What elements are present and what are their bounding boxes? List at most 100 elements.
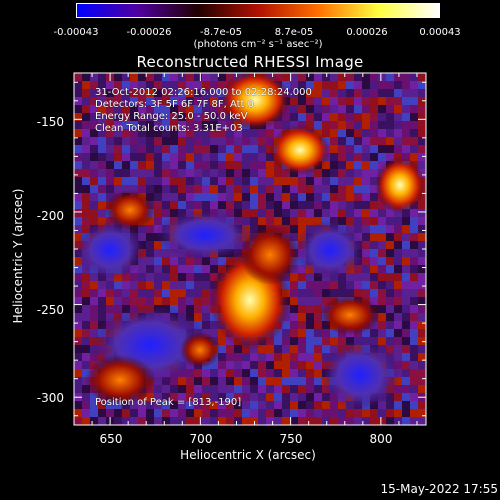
image-pixel — [418, 257, 426, 265]
image-pixel — [242, 185, 250, 193]
image-pixel — [74, 73, 82, 81]
image-pixel — [418, 297, 426, 305]
image-pixel — [154, 401, 162, 409]
image-pixel — [362, 185, 370, 193]
image-pixel — [402, 225, 410, 233]
image-pixel — [314, 97, 322, 105]
image-pixel — [394, 313, 402, 321]
image-pixel — [418, 289, 426, 297]
image-pixel — [298, 393, 306, 401]
image-pixel — [170, 169, 178, 177]
image-pixel — [410, 385, 418, 393]
image-pixel — [306, 113, 314, 121]
image-pixel — [386, 417, 394, 425]
image-pixel — [90, 209, 98, 217]
image-pixel — [114, 169, 122, 177]
image-pixel — [146, 97, 154, 105]
image-pixel — [170, 129, 178, 137]
image-pixel — [130, 401, 138, 409]
image-pixel — [234, 161, 242, 169]
image-pixel — [418, 329, 426, 337]
image-pixel — [266, 177, 274, 185]
image-pixel — [154, 81, 162, 89]
image-pixel — [218, 129, 226, 137]
image-pixel — [410, 393, 418, 401]
image-pixel — [234, 209, 242, 217]
image-pixel — [194, 417, 202, 425]
image-pixel — [290, 297, 298, 305]
image-pixel — [394, 105, 402, 113]
image-pixel — [338, 177, 346, 185]
image-pixel — [322, 97, 330, 105]
image-pixel — [370, 113, 378, 121]
image-pixel — [90, 185, 98, 193]
image-pixel — [106, 113, 114, 121]
image-pixel — [266, 209, 274, 217]
image-pixel — [346, 289, 354, 297]
image-pixel — [250, 193, 258, 201]
image-pixel — [130, 97, 138, 105]
image-pixel — [226, 161, 234, 169]
image-pixel — [162, 193, 170, 201]
image-pixel — [298, 209, 306, 217]
image-pixel — [162, 385, 170, 393]
image-pixel — [354, 161, 362, 169]
image-pixel — [314, 377, 322, 385]
image-pixel — [170, 97, 178, 105]
image-pixel — [306, 81, 314, 89]
image-pixel — [338, 161, 346, 169]
image-pixel — [90, 161, 98, 169]
image-pixel — [386, 313, 394, 321]
image-pixel — [282, 337, 290, 345]
image-pixel — [394, 353, 402, 361]
image-pixel — [122, 169, 130, 177]
image-pixel — [170, 393, 178, 401]
image-pixel — [338, 153, 346, 161]
image-pixel — [162, 185, 170, 193]
image-pixel — [354, 121, 362, 129]
image-pixel — [138, 153, 146, 161]
image-pixel — [82, 329, 90, 337]
image-pixel — [290, 329, 298, 337]
image-pixel — [386, 345, 394, 353]
image-pixel — [410, 273, 418, 281]
image-pixel — [354, 129, 362, 137]
image-pixel — [98, 177, 106, 185]
image-pixel — [306, 177, 314, 185]
image-pixel — [138, 161, 146, 169]
image-pixel — [82, 401, 90, 409]
image-pixel — [338, 417, 346, 425]
image-pixel — [202, 193, 210, 201]
image-pixel — [298, 337, 306, 345]
image-pixel — [418, 321, 426, 329]
image-pixel — [362, 209, 370, 217]
image-pixel — [346, 201, 354, 209]
image-pixel — [154, 209, 162, 217]
image-pixel — [202, 105, 210, 113]
image-pixel — [74, 417, 82, 425]
image-pixel — [346, 161, 354, 169]
image-pixel — [146, 289, 154, 297]
image-pixel — [314, 385, 322, 393]
image-pixel — [274, 201, 282, 209]
image-pixel — [98, 121, 106, 129]
image-pixel — [146, 401, 154, 409]
image-pixel — [242, 129, 250, 137]
image-pixel — [210, 177, 218, 185]
image-pixel — [298, 345, 306, 353]
image-pixel — [82, 361, 90, 369]
image-pixel — [146, 161, 154, 169]
image-pixel — [306, 417, 314, 425]
image-pixel — [410, 137, 418, 145]
image-pixel — [354, 97, 362, 105]
image-pixel — [106, 97, 114, 105]
image-pixel — [330, 201, 338, 209]
image-pixel — [370, 145, 378, 153]
image-pixel — [138, 145, 146, 153]
image-pixel — [362, 97, 370, 105]
image-pixel — [218, 353, 226, 361]
image-pixel — [386, 145, 394, 153]
image-pixel — [74, 361, 82, 369]
image-pixel — [274, 337, 282, 345]
image-pixel — [402, 409, 410, 417]
